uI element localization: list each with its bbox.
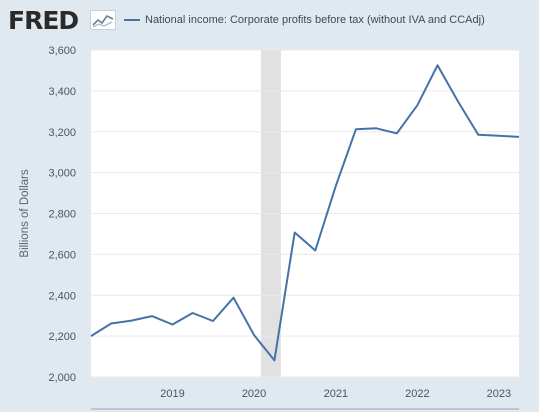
y-tick-label: 2,400 [48, 290, 76, 302]
x-tick-label: 2021 [324, 388, 348, 400]
fred-logo[interactable]: FRED [8, 6, 79, 35]
chart-header: FRED National income: Corporate profits … [0, 0, 539, 42]
y-axis-tick-labels: 2,000 2,200 2,400 2,600 2,800 3,000 3,200 3,400… [48, 45, 76, 384]
legend-label: National income: Corporate profits befor… [145, 14, 485, 26]
y-tick-label: 3,200 [48, 127, 76, 139]
x-tick-label: 2023 [487, 388, 511, 400]
x-axis-tick-labels: 2019 2020 2021 2022 2023 [160, 388, 511, 400]
series-lines [90, 64, 520, 362]
y-tick-label: 2,000 [48, 372, 76, 384]
y-tick-label: 2,600 [48, 249, 76, 261]
series-line [90, 64, 520, 362]
x-axis-line [91, 408, 519, 410]
trend-line-icon [90, 10, 116, 30]
y-tick-label: 2,200 [48, 331, 76, 343]
y-tick-label: 3,600 [48, 45, 76, 57]
y-tick-label: 3,400 [48, 86, 76, 98]
line-chart: 2,000 2,200 2,400 2,600 2,800 3,000 3,200 3,400… [19, 45, 520, 410]
grid-lines [91, 49, 519, 378]
legend-line-swatch [124, 19, 140, 21]
x-tick-label: 2022 [405, 388, 429, 400]
y-tick-label: 3,000 [48, 168, 76, 180]
y-tick-label: 2,800 [48, 209, 76, 221]
y-axis-label: Billions of Dollars [19, 169, 31, 257]
x-tick-label: 2019 [160, 388, 184, 400]
x-tick-label: 2020 [242, 388, 266, 400]
